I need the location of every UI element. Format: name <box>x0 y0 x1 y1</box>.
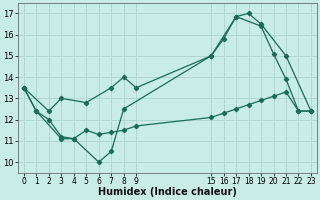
X-axis label: Humidex (Indice chaleur): Humidex (Indice chaleur) <box>98 187 237 197</box>
